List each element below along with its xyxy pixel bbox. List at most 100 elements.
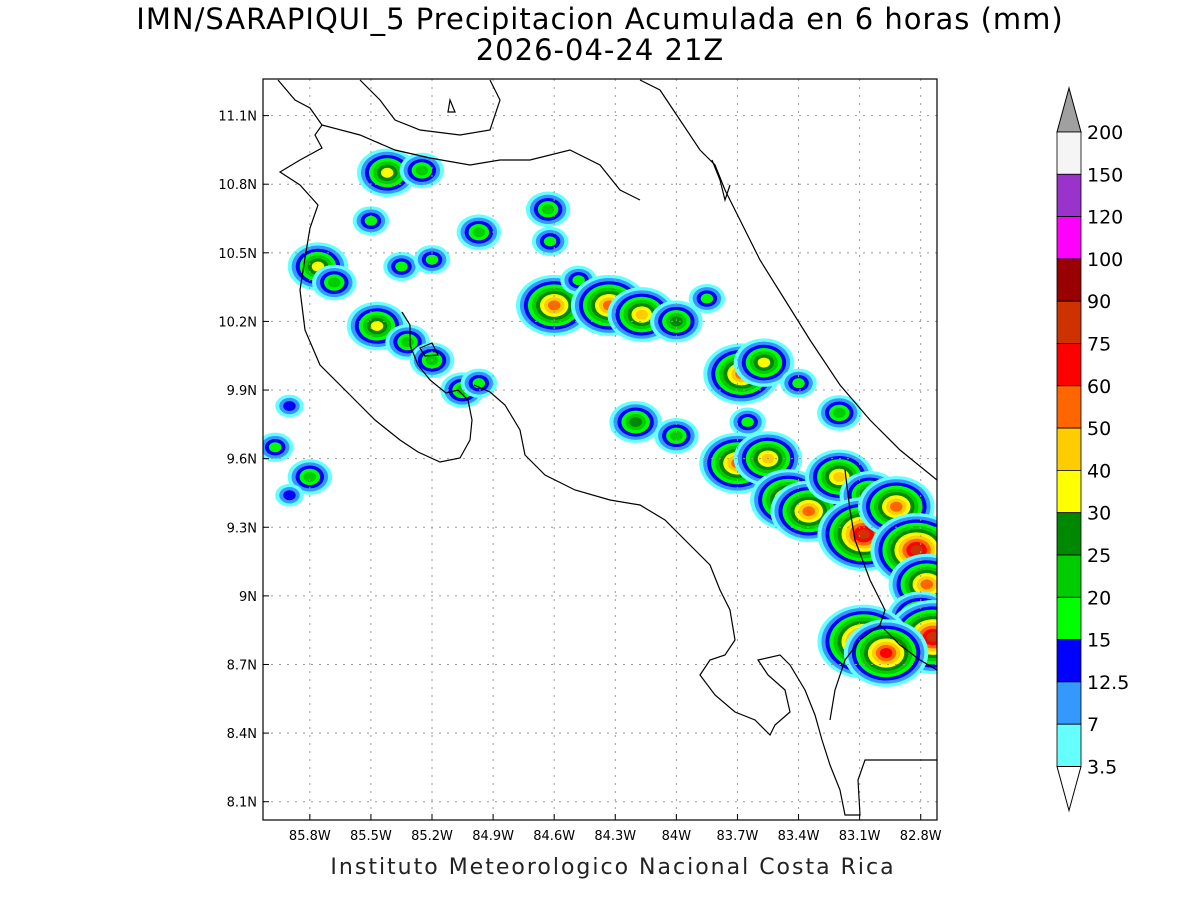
precip-ring bbox=[857, 529, 870, 540]
colorbar-over-arrow bbox=[1056, 86, 1082, 133]
lat-tick-label: 10.5N bbox=[218, 247, 257, 262]
precip-cell bbox=[843, 619, 929, 687]
colorbar-bin bbox=[1056, 173, 1082, 218]
colorbar-bin bbox=[1056, 258, 1082, 302]
precip-ring bbox=[757, 357, 771, 368]
colorbar-label: 12.5 bbox=[1087, 672, 1129, 694]
lon-tick-label: 85.5W bbox=[350, 829, 392, 844]
map-gridlines bbox=[263, 79, 937, 820]
precip-ring bbox=[741, 417, 754, 428]
coastline-layer bbox=[277, 79, 937, 816]
precip-ring bbox=[670, 430, 683, 441]
precip-ring bbox=[920, 579, 934, 590]
precip-cell bbox=[275, 483, 304, 507]
colorbar-label: 30 bbox=[1087, 503, 1111, 525]
colorbar-bin bbox=[1056, 385, 1082, 429]
lat-tick-label: 9N bbox=[239, 590, 257, 605]
colorbar-label: 75 bbox=[1087, 334, 1111, 356]
precip-ring bbox=[472, 227, 486, 238]
colorbar-under-arrow bbox=[1056, 766, 1082, 813]
precip-cell bbox=[460, 368, 498, 398]
lon-tick-label: 84W bbox=[662, 829, 692, 844]
map-subtitle: 2026-04-24 21Z bbox=[475, 33, 725, 67]
precip-cell bbox=[609, 401, 662, 444]
colorbar-label: 90 bbox=[1087, 291, 1111, 313]
colorbar-bin bbox=[1056, 216, 1082, 260]
precip-ring bbox=[415, 165, 429, 176]
lat-tick-label: 8.7N bbox=[227, 658, 257, 673]
precip-ring bbox=[268, 442, 282, 453]
lon-tick-label: 83.7W bbox=[717, 829, 759, 844]
precip-ring bbox=[425, 254, 439, 265]
lon-tick-label: 85.8W bbox=[289, 829, 331, 844]
lon-tick-label: 84.6W bbox=[533, 829, 575, 844]
precipitation-layer bbox=[263, 148, 937, 687]
lat-tick-label: 9.3N bbox=[227, 521, 257, 536]
bocas-coastline bbox=[879, 624, 937, 671]
precip-ring bbox=[802, 506, 815, 517]
precip-cell bbox=[346, 301, 408, 351]
colorbar-bin bbox=[1056, 596, 1082, 640]
precip-ring bbox=[370, 321, 384, 331]
colorbar-label: 200 bbox=[1087, 122, 1123, 144]
colorbar-bin bbox=[1056, 469, 1082, 514]
lat-tick-label: 10.2N bbox=[218, 315, 257, 330]
colorbar-label: 25 bbox=[1087, 545, 1111, 567]
precip-ring bbox=[303, 471, 317, 482]
precip-ring bbox=[890, 501, 903, 512]
precip-ring bbox=[926, 632, 937, 643]
lon-tick-label: 84.3W bbox=[594, 829, 636, 844]
lon-tick-label: 83.1W bbox=[839, 829, 881, 844]
precip-cell bbox=[531, 226, 569, 256]
pacific-coastline bbox=[277, 79, 937, 816]
colorbar-bin bbox=[1056, 300, 1082, 344]
colorbar-bin bbox=[1056, 681, 1082, 725]
precip-ring bbox=[670, 316, 683, 327]
precip-ring bbox=[833, 471, 846, 482]
colorbar-label: 50 bbox=[1087, 418, 1111, 440]
precip-ring bbox=[328, 277, 341, 288]
map-axes: 11.1N 10.8N 10.5N 10.2N 9.9N 9.6N 9.3N 9N 8.7N 8.… bbox=[218, 110, 941, 844]
precip-ring bbox=[283, 490, 296, 501]
colorbar: 200 150 120 100 90 75 60 50 40 30 25 20 15 12.5 7 3.5 bbox=[1056, 86, 1129, 813]
precip-ring bbox=[700, 293, 714, 304]
lon-tick-label: 82.8W bbox=[900, 829, 942, 844]
precip-cell bbox=[456, 214, 502, 251]
precip-ring bbox=[833, 407, 846, 418]
precip-ring bbox=[283, 401, 296, 412]
colorbar-bin bbox=[1056, 512, 1082, 556]
lat-tick-label: 10.8N bbox=[218, 178, 257, 193]
precip-cell bbox=[263, 432, 294, 462]
precip-ring bbox=[380, 167, 394, 178]
precip-ring bbox=[547, 300, 561, 311]
precip-cell bbox=[383, 251, 420, 282]
precip-ring bbox=[543, 236, 557, 247]
colorbar-label: 3.5 bbox=[1087, 757, 1117, 779]
colorbar-label: 20 bbox=[1087, 587, 1111, 609]
coastline-detail bbox=[419, 97, 731, 357]
caribbean-coastline bbox=[639, 79, 937, 481]
lon-tick-label: 85.2W bbox=[411, 829, 453, 844]
precip-ring bbox=[879, 648, 893, 659]
precip-ring bbox=[635, 309, 648, 320]
colorbar-bin bbox=[1056, 639, 1082, 683]
colorbar-label: 60 bbox=[1087, 376, 1111, 398]
lat-tick-label: 8.1N bbox=[227, 796, 257, 811]
colorbar-bin bbox=[1056, 427, 1082, 471]
precip-cell bbox=[312, 264, 357, 301]
precip-cell bbox=[729, 407, 766, 437]
colorbar-bin bbox=[1056, 723, 1082, 767]
colorbar-label: 120 bbox=[1087, 207, 1123, 229]
colorbar-bin bbox=[1056, 131, 1082, 175]
precip-ring bbox=[572, 275, 585, 286]
precip-ring bbox=[910, 545, 923, 556]
precip-cell bbox=[413, 245, 451, 275]
precip-cell bbox=[399, 152, 445, 189]
precip-ring bbox=[541, 204, 555, 215]
lat-tick-label: 9.9N bbox=[227, 384, 257, 399]
precip-ring bbox=[395, 261, 408, 272]
precip-cell bbox=[525, 191, 571, 228]
colorbar-label: 7 bbox=[1087, 714, 1099, 736]
lon-tick-label: 83.4W bbox=[778, 829, 820, 844]
